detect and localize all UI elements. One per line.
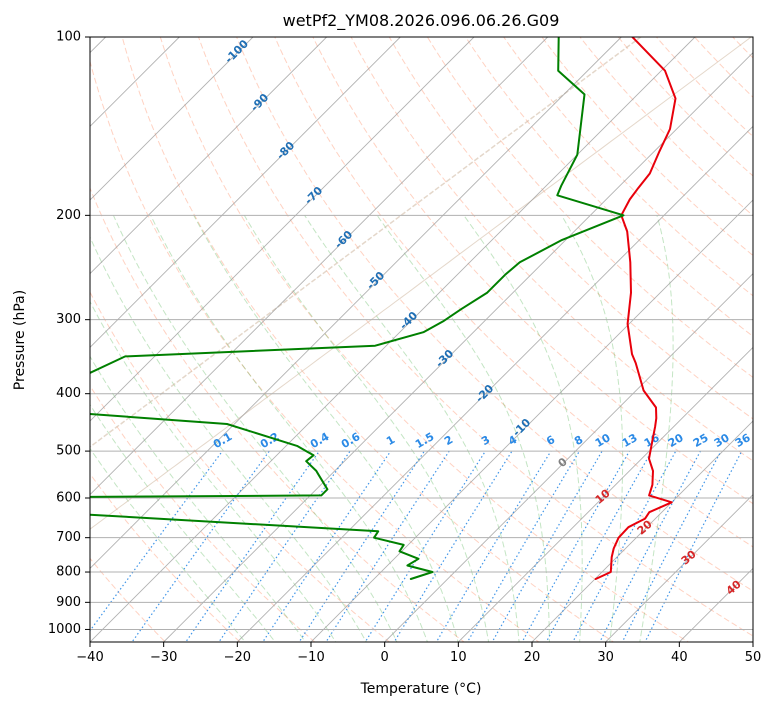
x-tick-label: 10 bbox=[450, 650, 467, 665]
y-tick-label: 500 bbox=[56, 444, 81, 459]
x-tick-label: 50 bbox=[745, 650, 762, 665]
x-tick-label: 30 bbox=[597, 650, 614, 665]
y-tick-label: 200 bbox=[56, 208, 81, 223]
chart-title: wetPf2_YM08.2026.096.06.26.G09 bbox=[283, 11, 560, 31]
y-tick-label: 700 bbox=[56, 530, 81, 545]
y-tick-label: 100 bbox=[56, 30, 81, 45]
y-tick-label: 800 bbox=[56, 565, 81, 580]
x-tick-label: −10 bbox=[297, 650, 324, 665]
y-axis-label: Pressure (hPa) bbox=[12, 290, 28, 390]
x-tick-label: 0 bbox=[381, 650, 389, 665]
y-tick-label: 400 bbox=[56, 386, 81, 401]
x-tick-label: −40 bbox=[76, 650, 103, 665]
y-tick-label: 600 bbox=[56, 491, 81, 506]
y-tick-label: 1000 bbox=[48, 622, 81, 637]
y-tick-label: 300 bbox=[56, 312, 81, 327]
x-tick-label: −20 bbox=[224, 650, 251, 665]
x-tick-label: 20 bbox=[524, 650, 541, 665]
y-tick-label: 900 bbox=[56, 595, 81, 610]
x-tick-label: −30 bbox=[150, 650, 177, 665]
x-tick-label: 40 bbox=[671, 650, 688, 665]
x-axis-label: Temperature (°C) bbox=[360, 681, 482, 697]
